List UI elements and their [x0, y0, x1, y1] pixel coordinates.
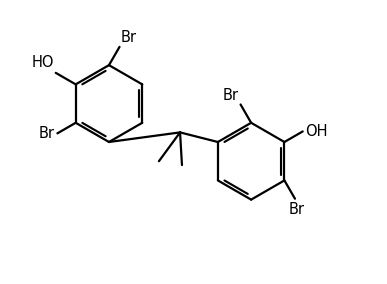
Text: Br: Br: [39, 126, 55, 141]
Text: Br: Br: [223, 87, 239, 103]
Text: Br: Br: [289, 202, 305, 217]
Text: Br: Br: [121, 30, 137, 45]
Text: OH: OH: [305, 124, 327, 139]
Text: HO: HO: [31, 55, 54, 70]
